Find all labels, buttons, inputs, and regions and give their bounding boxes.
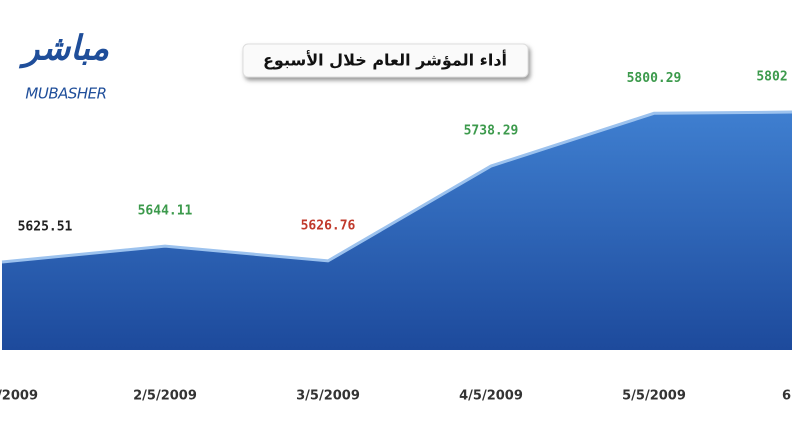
x-tick-label: 5/5/2009 xyxy=(622,389,686,404)
value-label: 5625.51 xyxy=(18,219,73,234)
area xyxy=(2,112,792,350)
x-tick-label: 3/5/2009 xyxy=(296,389,360,404)
title-box xyxy=(242,43,529,78)
value-label: 5626.76 xyxy=(301,218,356,233)
area-edge xyxy=(1,110,792,264)
value-label: 5802 xyxy=(756,69,787,84)
logo-arabic: مباشر xyxy=(18,29,109,69)
x-tick-label: /2009 xyxy=(0,389,38,404)
chart-title: أداء المؤشر العام خلال الأسبوع xyxy=(263,50,507,70)
value-label: 5800.29 xyxy=(627,71,682,86)
value-label: 5644.11 xyxy=(138,204,193,219)
x-tick-label: 6 xyxy=(782,389,791,404)
x-tick-label: 4/5/2009 xyxy=(459,389,523,404)
logo-latin: MUBASHER xyxy=(25,85,106,103)
value-label: 5738.29 xyxy=(464,124,519,139)
x-tick-label: 2/5/2009 xyxy=(133,389,197,404)
